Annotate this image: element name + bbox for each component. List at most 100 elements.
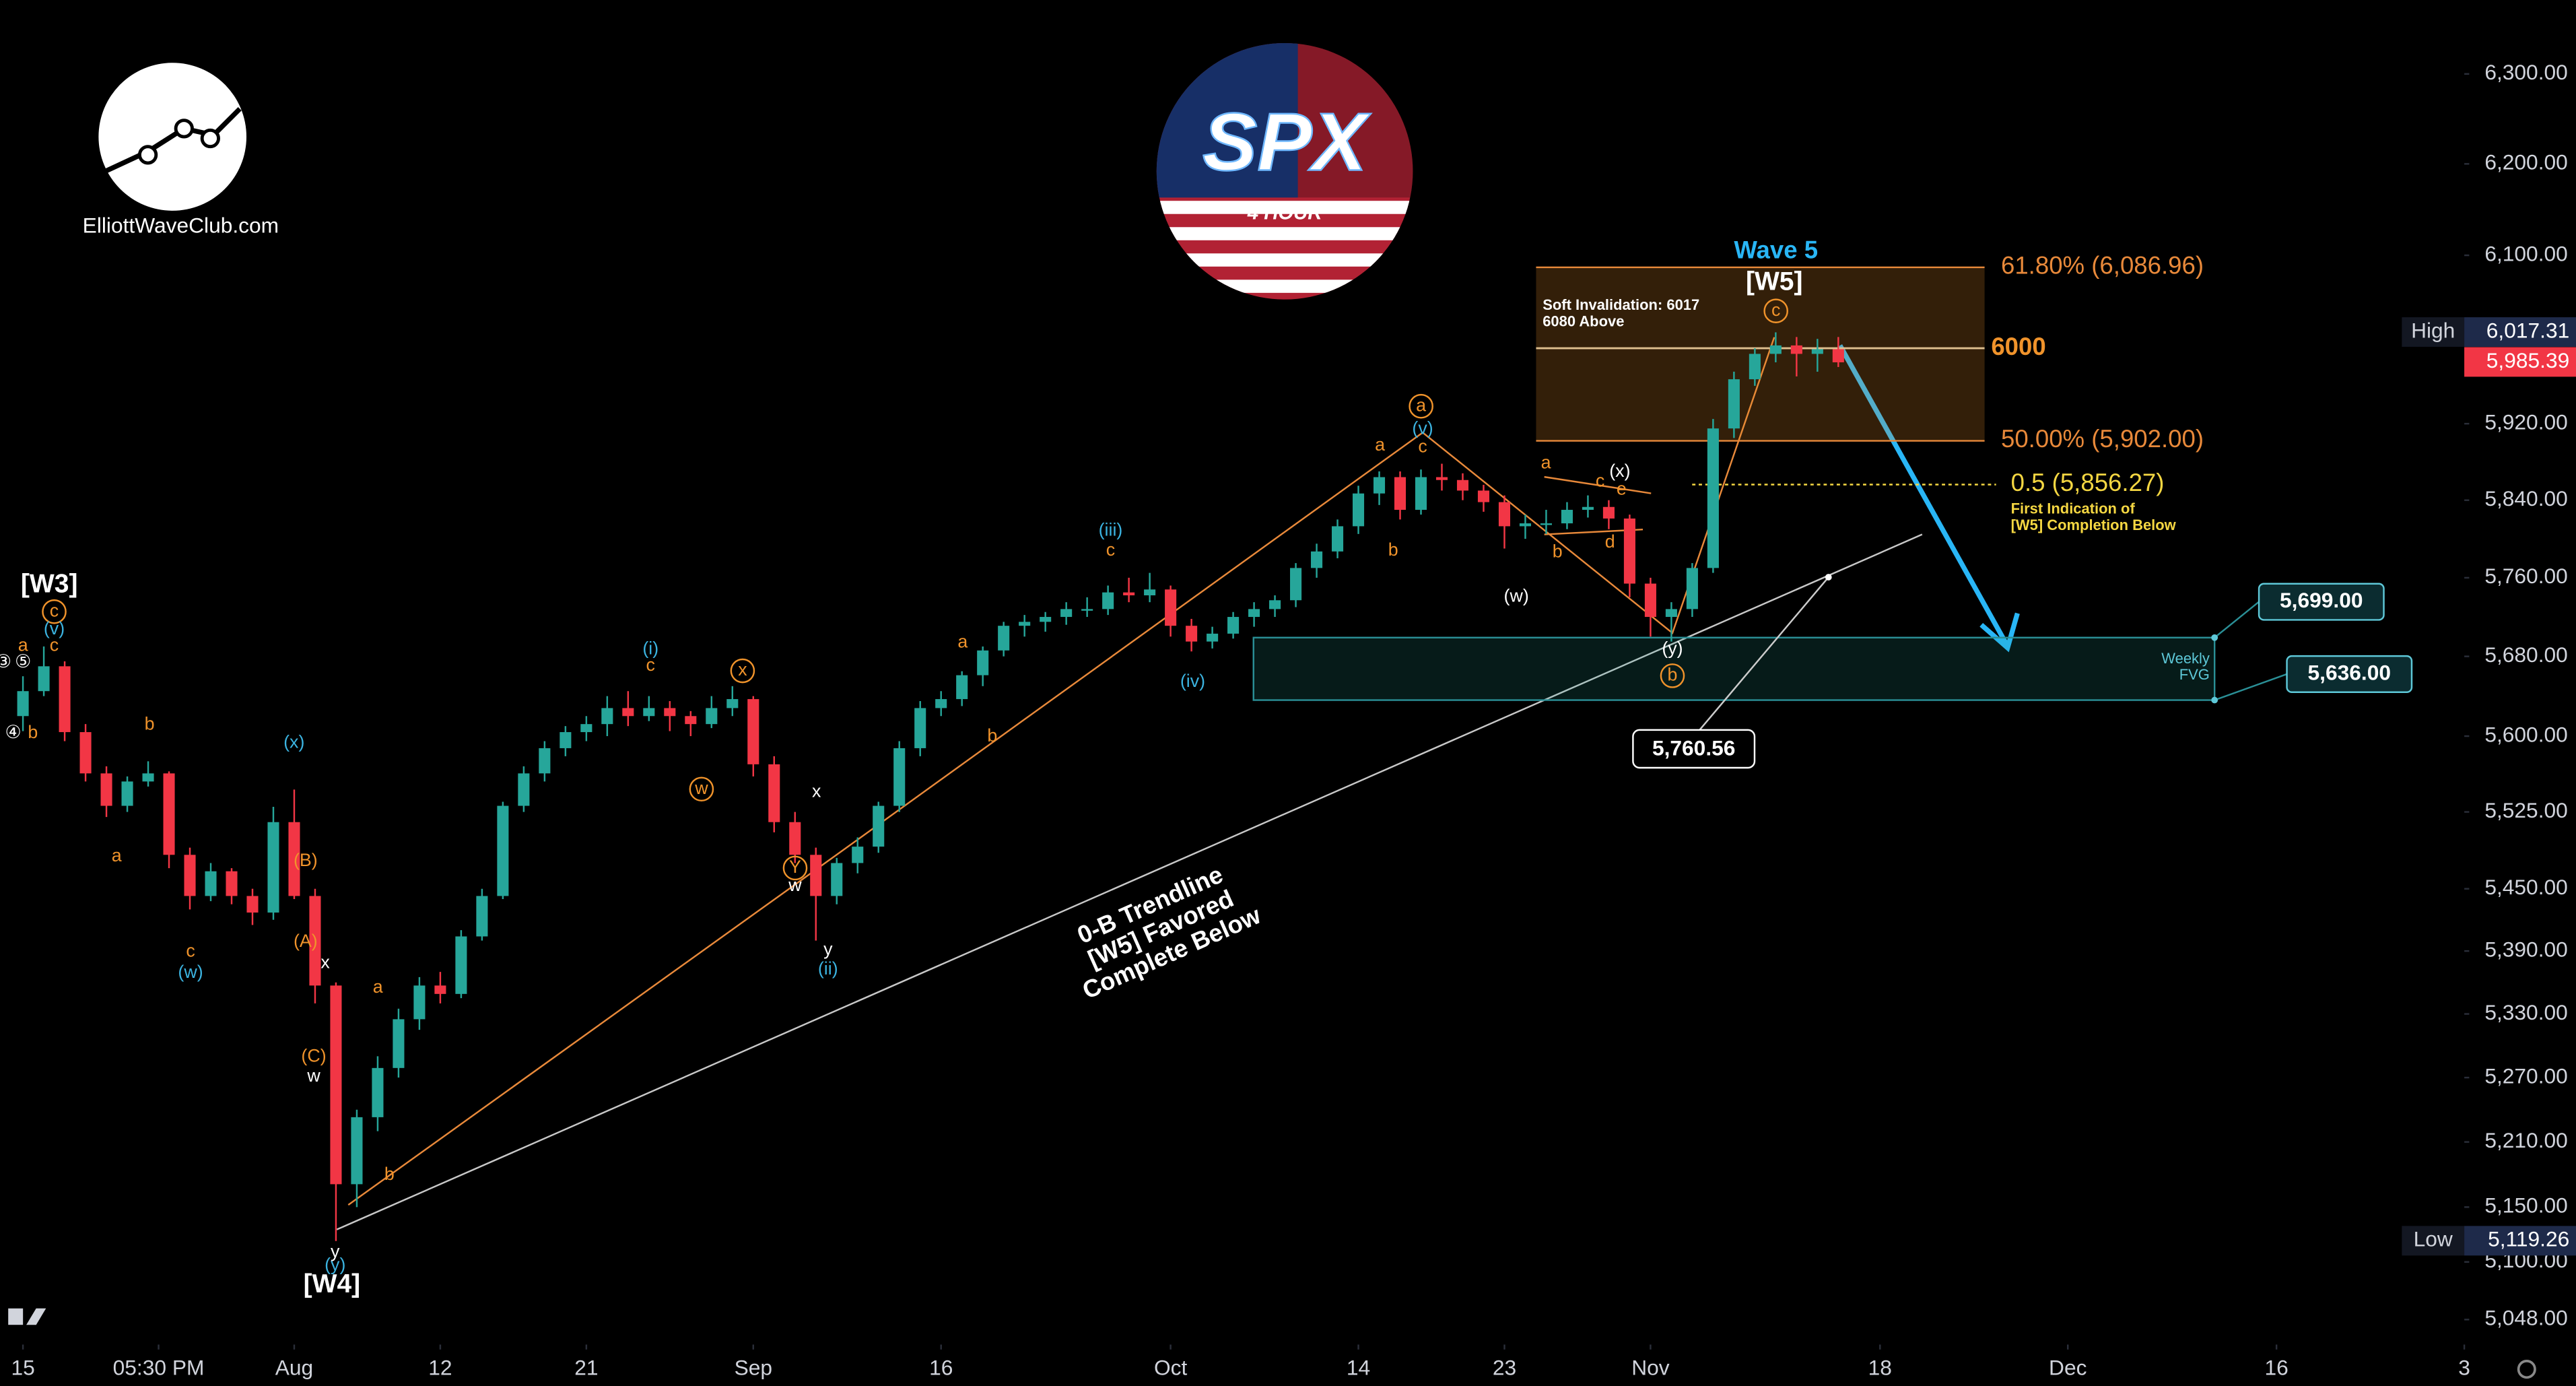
candle-body (1081, 609, 1093, 611)
y-tick-label: 5,210.00 (2484, 1128, 2567, 1152)
y-tick-label: 5,525.00 (2484, 798, 2567, 822)
note: Soft Invalidation: 6017 (1543, 296, 1699, 313)
wave-label-ring (1409, 393, 1433, 419)
fvg-zone (1252, 636, 2216, 701)
candle-body (1477, 490, 1490, 502)
wave-label: (B) (294, 850, 318, 870)
candle-body (1665, 609, 1677, 618)
tv-logo (8, 1308, 46, 1325)
candle-body (121, 781, 133, 806)
wave-label: w (788, 875, 802, 895)
price-tag-name-box (2402, 317, 2465, 347)
wave-label: y (823, 939, 833, 959)
candle-body (455, 936, 467, 994)
fvg-label: Weekly (2161, 650, 2210, 667)
wave-label: b (384, 1164, 395, 1184)
price-tag-label: 5,119.26 (2488, 1227, 2569, 1251)
candle-body (747, 699, 759, 764)
wave-label-ring (42, 599, 67, 624)
x-tick-label: 21 (574, 1355, 598, 1379)
wave-label-ring (1660, 663, 1685, 688)
price-tag (2464, 347, 2576, 377)
price-tag-name: Low (2414, 1227, 2453, 1251)
candle-body (1707, 428, 1719, 568)
candle-body (1728, 379, 1740, 429)
x-tick-label: 05:30 PM (113, 1355, 205, 1379)
candle-body (351, 1117, 363, 1185)
candle-body (100, 773, 112, 806)
candle-body (1561, 510, 1573, 524)
candle-body (1435, 477, 1448, 480)
price-tag-label: 6,017.31 (2486, 318, 2569, 342)
x-tick-label: 12 (428, 1355, 452, 1379)
triangle-line (1544, 475, 1652, 494)
fvg-connector (2214, 673, 2287, 701)
wave-label: w (694, 778, 708, 798)
candle-body (1227, 617, 1240, 634)
wave-label: ③ (0, 651, 11, 671)
wave-label: (iv) (1180, 671, 1205, 691)
note: 6080 Above (1543, 313, 1624, 330)
candle-body (852, 847, 864, 863)
wave-label: (y) (1662, 638, 1683, 658)
fvg-tag-label: 5,699.00 (2280, 588, 2363, 612)
candle-body (1186, 626, 1198, 642)
wave-label: a (112, 845, 122, 865)
x-tick-label: Dec (2049, 1355, 2087, 1379)
candle-body (1102, 592, 1114, 609)
price-tag-name-box (2402, 1226, 2465, 1256)
candle-body (1373, 477, 1386, 494)
y-tick-label: 5,920.00 (2484, 410, 2567, 434)
wave-label: a (1375, 434, 1385, 455)
fvg-label: FVG (2179, 666, 2210, 683)
candle-body (393, 1019, 405, 1068)
callout-point (1825, 574, 1832, 581)
candle-body (1311, 551, 1323, 568)
candle-body (1415, 477, 1427, 510)
wave-label: a (18, 635, 28, 655)
wave-label: (y) (325, 1254, 345, 1274)
wave-label: w (306, 1065, 320, 1086)
candle-body (163, 773, 175, 855)
y-tick-label: 5,600.00 (2484, 722, 2567, 746)
candle-body (1352, 493, 1365, 527)
price-tag (2464, 1226, 2576, 1256)
arrow-head (1979, 612, 2020, 653)
wave-label: [W4] (304, 1269, 361, 1298)
y-tick-label: 6,300.00 (2484, 60, 2567, 84)
candle-body (1644, 583, 1656, 618)
wave-label: a (957, 632, 968, 652)
key-level-label: 6000 (1991, 333, 2045, 360)
wave-label: e (1617, 479, 1627, 499)
candle-body (38, 666, 50, 692)
wave-label: b (1388, 539, 1398, 560)
candle-body (1602, 506, 1615, 519)
callout-box (1632, 729, 1756, 769)
candle-body (664, 708, 676, 717)
x-tick-label: 15 (11, 1355, 34, 1379)
wave-label-ring (689, 777, 714, 802)
candle-body (1540, 523, 1552, 525)
y-tick-label: 5,330.00 (2484, 1000, 2567, 1024)
fvg-point (2211, 696, 2218, 704)
wave-label: (x) (1609, 461, 1630, 481)
y-tick-label: 5,760.00 (2484, 564, 2567, 588)
y-tick-label: 5,150.00 (2484, 1193, 2567, 1218)
timeframe: 4 HOUR (1247, 201, 1322, 224)
fvg-connector (2214, 601, 2260, 638)
candle-body (476, 896, 488, 937)
wave-label: a (373, 977, 383, 997)
fib-label: 61.80% (6,086.96) (2001, 252, 2204, 279)
x-tick-label: Sep (735, 1355, 772, 1379)
candle-body (1165, 589, 1177, 626)
candle-body (998, 626, 1010, 651)
settings-icon[interactable] (2517, 1360, 2536, 1379)
x-tick-label: 14 (1347, 1355, 1370, 1379)
candle-body (79, 732, 92, 774)
wave-label: d (1605, 531, 1615, 552)
price-tag-label: 5,985.39 (2486, 348, 2569, 372)
projection-arrow (1837, 344, 2010, 648)
x-tick-label: 16 (929, 1355, 953, 1379)
candle-body (288, 822, 300, 896)
